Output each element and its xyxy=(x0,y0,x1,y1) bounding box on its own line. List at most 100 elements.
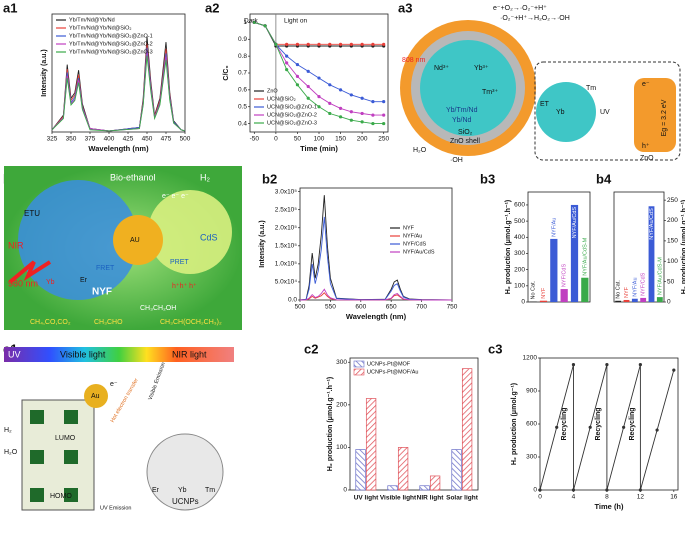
marker xyxy=(382,43,385,46)
x-tick-label: Solar light xyxy=(446,495,479,502)
mof-node xyxy=(30,450,44,464)
plot-frame xyxy=(300,188,452,300)
marker xyxy=(350,119,353,122)
marker xyxy=(555,426,558,429)
marker xyxy=(307,85,310,88)
bar xyxy=(615,301,621,302)
label: Tm xyxy=(586,85,596,92)
label: 980 nm xyxy=(8,278,38,288)
legend-label: UCN@SiO₂ xyxy=(267,96,296,102)
marker xyxy=(339,88,342,91)
bar-label: NYF/Au/CdS xyxy=(572,207,578,239)
marker xyxy=(382,122,385,125)
series-line xyxy=(300,293,452,300)
x-tick-label: 700 xyxy=(416,304,427,311)
x-axis-label: Time (h) xyxy=(594,502,624,511)
label: AU xyxy=(130,237,140,244)
series-line xyxy=(52,43,185,131)
y-tick-label: 250 xyxy=(667,197,678,204)
marker xyxy=(317,95,320,98)
panel-label: a2 xyxy=(205,0,219,15)
y-tick-label: 0.9 xyxy=(238,36,247,43)
legend-label: UCN@SiO₂@ZnO-3 xyxy=(267,120,317,126)
marker xyxy=(350,93,353,96)
marker xyxy=(285,43,288,46)
x-tick-label: -50 xyxy=(250,136,260,143)
series-line xyxy=(52,48,185,131)
bar-label: NYF/Au/CdS-M xyxy=(582,237,588,275)
legend-label: Yb/Tm/Nd@Yb/Nd@SiO₂ xyxy=(69,25,132,31)
label: H₂O xyxy=(413,147,427,154)
marker xyxy=(538,488,541,491)
series-line xyxy=(300,195,452,300)
label: UCNPs xyxy=(172,497,199,506)
label: e⁻+O₂→·O₂⁻+H⁺ xyxy=(493,5,547,12)
y-tick-label: 2.5x10⁵ xyxy=(275,206,298,213)
legend-label: NYF/Au/CdS xyxy=(403,249,435,255)
label: NYF xyxy=(92,287,112,298)
label: NIR xyxy=(8,240,24,250)
y-tick-label: 300 xyxy=(514,250,525,257)
y-tick-label: 500 xyxy=(514,218,525,225)
x-tick-label: 0 xyxy=(538,494,542,501)
label: ·O₂⁻+H⁺→H₂O₂→·OH xyxy=(500,15,570,22)
y-axis-label: C/C₀ xyxy=(223,65,230,80)
bar-label: No Cat. xyxy=(531,280,537,299)
legend-label: UCN@SiO₂@ZnO-1 xyxy=(267,104,317,110)
x-tick-label: 50 xyxy=(294,136,302,143)
label: Er xyxy=(152,487,160,494)
annotation: Dark xyxy=(244,18,258,25)
y-tick-label: 400 xyxy=(514,234,525,241)
marker xyxy=(605,488,608,491)
marker xyxy=(317,105,320,108)
x-tick-label: 375 xyxy=(85,136,96,143)
marker xyxy=(317,76,320,79)
label: Tm³⁺ xyxy=(482,89,498,96)
panel-label: b3 xyxy=(480,171,495,186)
x-tick-label: 150 xyxy=(335,136,346,143)
series-line xyxy=(300,217,452,300)
label: Nd³⁺ xyxy=(434,65,449,72)
bar xyxy=(561,289,568,302)
y-axis-label: Intensity (a.u.) xyxy=(41,49,48,96)
x-tick-label: 550 xyxy=(325,304,336,311)
x-tick-label: Visible light xyxy=(380,495,417,502)
bar xyxy=(540,301,547,302)
label: FRET xyxy=(96,265,115,272)
marker xyxy=(274,43,277,46)
label: e⁻ xyxy=(110,381,118,388)
x-tick-label: 0 xyxy=(274,136,278,143)
marker xyxy=(361,43,364,46)
x-tick-label: 8 xyxy=(605,494,609,501)
marker xyxy=(371,100,374,103)
y-tick-label: 100 xyxy=(514,283,525,290)
label: H₂ xyxy=(4,427,12,434)
panel-label: a1 xyxy=(3,0,17,15)
legend-label: ZnO xyxy=(267,88,278,94)
x-tick-label: 100 xyxy=(314,136,325,143)
marker xyxy=(317,43,320,46)
y-axis-label: Intensity (a.u.) xyxy=(259,220,266,267)
y-tick-label: 0.6 xyxy=(238,87,247,94)
y-tick-label: 3.0x10⁵ xyxy=(275,188,298,195)
bar-label: NYF xyxy=(541,287,547,299)
panel-label: c3 xyxy=(488,341,502,356)
y-tick-label: 150 xyxy=(667,238,678,245)
zno-zoom xyxy=(634,78,676,152)
label: H₂O xyxy=(4,449,18,456)
panel-label: c2 xyxy=(304,341,318,356)
marker xyxy=(382,100,385,103)
marker xyxy=(361,112,364,115)
label: CH₄,CO,CO₂ xyxy=(30,319,71,326)
marker xyxy=(328,43,331,46)
x-tick-label: 4 xyxy=(572,494,576,501)
y-tick-label: 600 xyxy=(526,421,537,428)
label: h⁺h⁺ h⁺ xyxy=(172,283,197,290)
panel-label: b4 xyxy=(596,171,612,186)
label: h⁺ xyxy=(642,143,650,150)
label: Yb xyxy=(556,109,565,116)
legend-label: UCNPs-Pt@MOF xyxy=(367,361,411,367)
legend-label: NYF/Au xyxy=(403,233,422,239)
